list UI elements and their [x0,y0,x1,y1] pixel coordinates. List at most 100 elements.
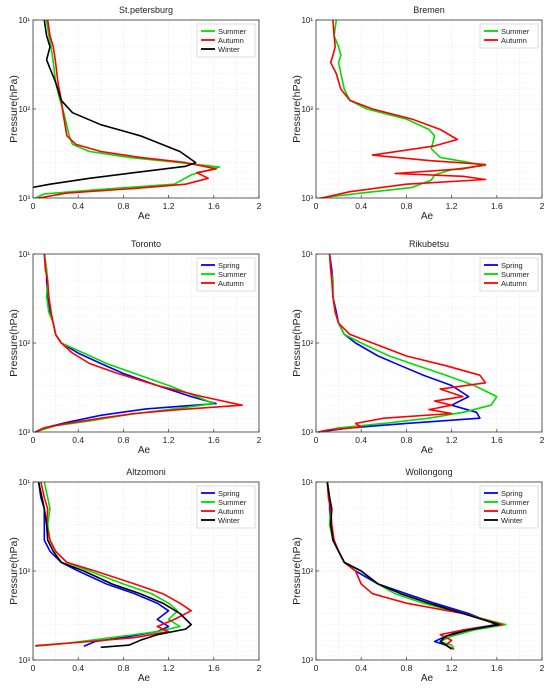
chart-title: St.petersburg [119,5,173,15]
legend-label: Summer [218,498,247,507]
x-axis-label: Ae [421,211,434,222]
series-line-summer [326,481,507,650]
x-tick-label: 1.6 [491,201,503,211]
x-tick-label: 1.2 [163,201,175,211]
series-line-summer [35,481,181,647]
x-tick-label: 2 [540,663,545,673]
series-line-winter [32,19,197,189]
x-tick-label: 1.6 [491,435,503,445]
x-axis-label: Ae [138,211,151,222]
y-tick-label: 10¹ [18,250,30,259]
y-tick-label: 10³ [301,194,313,203]
chart-title: Altzomoni [126,467,166,477]
series-line-autumn [318,253,487,433]
x-tick-label: 0 [31,435,36,445]
y-axis-label: Pressure(hPa) [8,537,20,605]
x-tick-label: 0.8 [400,201,412,211]
y-axis-label: Pressure(hPa) [8,75,20,143]
y-tick-label: 10² [18,339,30,348]
x-tick-label: 1.2 [163,663,175,673]
legend-label: Summer [501,498,530,507]
y-axis-label: Pressure(hPa) [291,537,303,605]
x-tick-label: 2 [257,435,262,445]
y-tick-label: 10³ [18,428,30,437]
legend-label: Summer [218,27,247,36]
x-tick-label: 1.6 [208,663,220,673]
y-tick-label: 10¹ [301,478,313,487]
x-axis-label: Ae [421,445,434,456]
series-line-autumn [38,19,217,199]
x-tick-label: 1.6 [208,435,220,445]
panel-wollongong: 0 0.4 0.8 1.2 1.6 2 10¹ 10² 10³ Wollongong Ae Press… [291,467,545,684]
y-tick-label: 10² [301,339,313,348]
x-tick-label: 1.2 [446,201,458,211]
x-tick-label: 1.6 [491,663,503,673]
x-axis-label: Ae [138,445,151,456]
y-tick-label: 10³ [18,194,30,203]
legend-label: Spring [218,489,240,498]
x-tick-label: 2 [540,201,545,211]
y-axis-label: Pressure(hPa) [8,309,20,377]
x-tick-label: 0.8 [117,663,129,673]
x-tick-label: 0.4 [355,663,367,673]
x-tick-label: 2 [540,435,545,445]
panel-toronto: 0 0.4 0.8 1.2 1.6 2 10¹ 10² 10³ Toronto Ae Pressure… [8,239,262,456]
x-tick-label: 0.4 [355,201,367,211]
x-tick-label: 0.8 [400,663,412,673]
x-tick-label: 1.6 [208,201,220,211]
chart-title: Bremen [413,5,445,15]
legend-label: Autumn [218,507,244,516]
y-axis-label: Pressure(hPa) [291,309,303,377]
legend-label: Autumn [218,36,244,45]
x-tick-label: 1.2 [446,663,458,673]
x-tick-label: 0.8 [400,435,412,445]
legend-label: Autumn [501,507,527,516]
panel-rikubetsu: 0 0.4 0.8 1.2 1.6 2 10¹ 10² 10³ Rikubetsu Ae Pressu… [291,239,545,456]
legend-label: Summer [218,270,247,279]
legend-label: Summer [501,270,530,279]
panel-altzomoni: 0 0.4 0.8 1.2 1.6 2 10¹ 10² 10³ Altzomoni Ae Pressu… [8,467,262,684]
x-axis-label: Ae [138,673,151,683]
series-line-autumn [34,253,243,433]
x-tick-label: 0.4 [72,663,84,673]
y-tick-label: 10² [18,105,30,114]
chart-title: Wollongong [405,467,452,477]
x-tick-label: 0 [31,663,36,673]
legend-label: Spring [501,261,523,270]
series-line-spring [34,253,217,433]
legend-label: Spring [218,261,240,270]
series-line-summer [319,19,487,199]
series-line-winter [37,481,192,649]
y-tick-label: 10³ [301,656,313,665]
y-tick-label: 10² [301,105,313,114]
legend-label: Spring [501,489,523,498]
x-tick-label: 0 [314,201,319,211]
x-tick-label: 0.4 [72,435,84,445]
x-axis-label: Ae [421,673,434,683]
x-tick-label: 0.8 [117,201,129,211]
x-tick-label: 0 [314,435,319,445]
x-tick-label: 1.2 [163,435,175,445]
chart-title: Toronto [131,239,161,249]
y-tick-label: 10² [301,567,313,576]
legend-box [479,485,539,529]
chart-title: Rikubetsu [409,239,449,249]
legend-label: Winter [218,516,240,525]
x-tick-label: 0 [31,201,36,211]
x-tick-label: 0.8 [117,435,129,445]
x-tick-label: 0.4 [355,435,367,445]
panel-st-petersburg: 0 0.4 0.8 1.2 1.6 2 10¹ 10² 10³ St.petersburg Ae Pr… [8,5,262,222]
y-tick-label: 10³ [301,428,313,437]
legend-label: Autumn [501,279,527,288]
y-tick-label: 10² [18,567,30,576]
series-line-summer [34,19,221,199]
y-axis-label: Pressure(hPa) [291,75,303,143]
y-tick-label: 10¹ [301,250,313,259]
